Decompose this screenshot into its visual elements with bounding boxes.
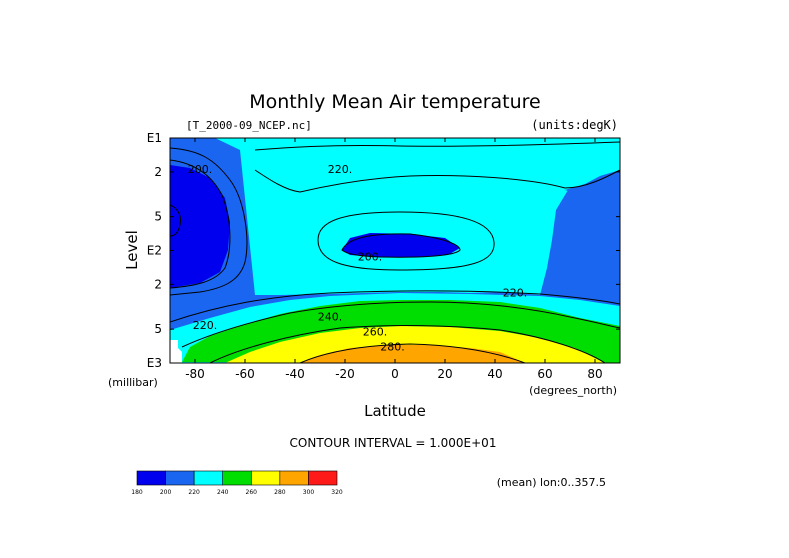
y-tick-label: E2 bbox=[147, 244, 162, 258]
contour-line bbox=[170, 147, 248, 296]
x-tick-label: 0 bbox=[391, 367, 399, 381]
x-tick-label: -40 bbox=[285, 367, 305, 381]
contour-label: 220. bbox=[328, 163, 353, 176]
y-tick-label: E3 bbox=[147, 356, 162, 370]
contour-field bbox=[170, 138, 620, 363]
colorbar-level-label: 200 bbox=[160, 489, 172, 496]
contour-label: 200. bbox=[358, 250, 383, 263]
contour-line bbox=[181, 301, 620, 348]
contour-interval-text: CONTOUR INTERVAL = 1.000E+01 bbox=[290, 436, 497, 450]
x-tick-label: -60 bbox=[235, 367, 255, 381]
missing-data-surface bbox=[170, 340, 182, 363]
colorbar-level-label: 260 bbox=[246, 489, 258, 496]
x-tick-label: -80 bbox=[185, 367, 205, 381]
band-180-200-tropics bbox=[342, 233, 460, 257]
x-axis-label: Latitude bbox=[364, 402, 426, 420]
colorbar-swatch bbox=[136, 470, 166, 486]
colorbar-level-label: 280 bbox=[274, 489, 286, 496]
colorbar-swatch bbox=[222, 470, 252, 486]
contour-line bbox=[341, 233, 461, 258]
contour-label: 240. bbox=[318, 310, 343, 323]
colorbar-swatch bbox=[308, 470, 338, 486]
colorbar-level-label: 180 bbox=[131, 489, 143, 496]
colorbar-level-label: 320 bbox=[331, 489, 343, 496]
contour-line bbox=[170, 290, 620, 323]
chart-title: Monthly Mean Air temperature bbox=[249, 91, 540, 113]
mean-longitude-text: (mean) lon:0..357.5 bbox=[497, 476, 606, 489]
colorbar-swatch bbox=[165, 470, 195, 486]
x-units-label: (degrees_north) bbox=[529, 384, 617, 397]
y-tick-label: 2 bbox=[154, 277, 162, 291]
colorbar-swatch bbox=[279, 470, 309, 486]
colorbar-level-label: 300 bbox=[303, 489, 315, 496]
colorbar-swatch bbox=[250, 470, 281, 486]
axes: -80 -60 -40 -20 0 20 40 60 80 E1 2 5 E2 2 5 E3 bbox=[147, 131, 620, 381]
contour-label: 200. bbox=[188, 163, 213, 176]
contour-label: 220. bbox=[193, 319, 218, 332]
contour-line bbox=[254, 141, 620, 151]
band-180-200-south bbox=[170, 165, 230, 288]
y-tick-label: 5 bbox=[154, 210, 162, 224]
colorbar-swatch bbox=[193, 470, 224, 486]
band-220-240-upper bbox=[215, 138, 620, 295]
y-tick-label: 2 bbox=[154, 165, 162, 179]
contour-line bbox=[317, 211, 495, 271]
contour-line bbox=[170, 204, 181, 237]
contour-line bbox=[254, 169, 620, 193]
band-280-300 bbox=[300, 345, 525, 363]
source-file-label: [T_2000-09_NCEP.nc] bbox=[186, 119, 312, 132]
units-label: (units:degK) bbox=[531, 118, 618, 132]
y-tick-label: E1 bbox=[147, 131, 162, 145]
contour-label: 220. bbox=[503, 286, 528, 299]
y-tick-label: 5 bbox=[154, 322, 162, 336]
x-tick-label: 60 bbox=[537, 367, 552, 381]
contour-line bbox=[209, 325, 606, 363]
contour-label: 260. bbox=[363, 326, 388, 339]
x-tick-label: 20 bbox=[437, 367, 452, 381]
contour-line bbox=[299, 343, 526, 363]
contour-label: 280. bbox=[380, 341, 405, 354]
colorbar-level-label: 220 bbox=[188, 489, 200, 496]
x-tick-label: 80 bbox=[587, 367, 602, 381]
contour-labels: 200. 220. 200. 220. 220. 240. 260. 280. bbox=[188, 163, 528, 354]
x-tick-label: -20 bbox=[335, 367, 355, 381]
colorbar-level-label: 240 bbox=[217, 489, 229, 496]
y-units-label: (millibar) bbox=[108, 376, 158, 389]
x-tick-label: 40 bbox=[487, 367, 502, 381]
colorbar: 180 200 220 240 260 280 300 320 bbox=[131, 470, 343, 496]
y-axis-label: Level bbox=[123, 230, 141, 270]
contour-line bbox=[170, 159, 231, 289]
